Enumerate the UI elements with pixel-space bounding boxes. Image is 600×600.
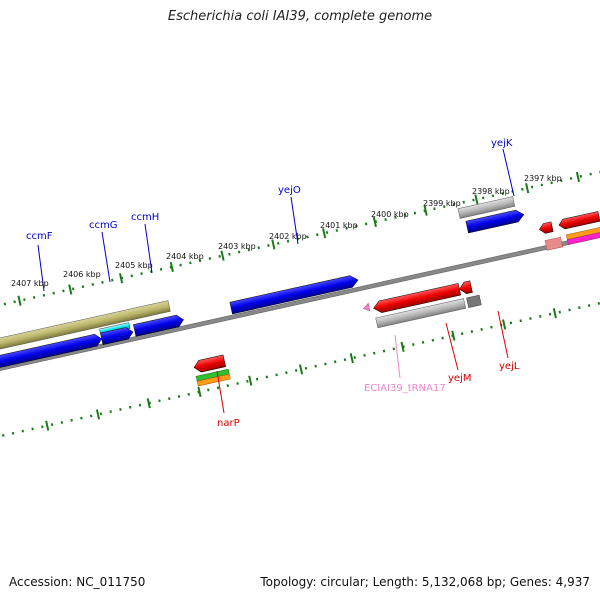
narp-gene[interactable] xyxy=(193,354,226,373)
yejk-gene[interactable] xyxy=(465,209,525,234)
gray-gene-bottom[interactable] xyxy=(375,298,467,329)
ruler-tick xyxy=(118,273,124,284)
accession-label: Accession: NC_011750 xyxy=(9,575,146,589)
olive-gene[interactable] xyxy=(0,300,171,353)
page-title: Escherichia coli IAI39, complete genome xyxy=(167,9,433,24)
right-red-gene-1[interactable] xyxy=(538,221,554,235)
gene-label-narp[interactable]: narP xyxy=(217,418,240,429)
gene-label-ccmg[interactable]: ccmG xyxy=(89,220,118,231)
ruler-tick xyxy=(248,375,253,386)
gene-label-ccmf[interactable]: ccmF xyxy=(26,231,53,242)
ruler-tick xyxy=(45,420,50,431)
ruler-tick xyxy=(372,216,377,228)
kbp-label: 2399 kbp xyxy=(423,199,461,208)
kbp-label: 2400 kbp xyxy=(371,210,409,219)
yejo-gene[interactable] xyxy=(229,274,360,315)
kbp-label: 2404 kbp xyxy=(166,252,204,261)
ruler-tick xyxy=(220,250,225,261)
gene-label-yejo[interactable]: yejO xyxy=(278,185,301,196)
ccmf-gene[interactable] xyxy=(0,333,103,370)
kbp-label: 2405 kbp xyxy=(115,261,153,270)
right-pink-feature[interactable] xyxy=(544,236,564,251)
topology-label: Topology: circular; Length: 5,132,068 bp… xyxy=(260,575,590,589)
inner-ruler-track xyxy=(0,235,600,498)
right-red-gene-2[interactable] xyxy=(558,211,600,230)
gray-gene-top[interactable] xyxy=(457,196,516,219)
ruler-tick xyxy=(525,183,530,194)
ruler-tick xyxy=(552,308,557,319)
ruler-tick xyxy=(17,295,22,306)
kbp-label: 2406 kbp xyxy=(63,270,101,279)
gene-label-yejl[interactable]: yejL xyxy=(499,361,520,372)
ruler-tick xyxy=(95,409,101,420)
ruler-tick xyxy=(575,171,581,183)
trna-feature[interactable] xyxy=(362,302,371,312)
ruler-tick xyxy=(502,319,507,330)
kbp-label: 2407 kbp xyxy=(11,279,49,288)
right-magenta-feature[interactable] xyxy=(566,230,600,245)
ccmg-gene[interactable] xyxy=(100,326,134,345)
kbp-label: 2397 kbp xyxy=(524,174,562,183)
ruler-tick xyxy=(271,239,276,250)
kbp-label: 2401 kbp xyxy=(320,221,358,230)
ruler-tick xyxy=(322,228,327,239)
ruler-tick xyxy=(197,386,202,398)
gene-label-trna[interactable]: ECIAI39_tRNA17 xyxy=(364,383,446,394)
ruler-tick xyxy=(169,261,174,273)
gene-label-yejm[interactable]: yejM xyxy=(448,373,471,384)
gene-label-yejk[interactable]: yejK xyxy=(491,138,513,149)
ruler-tick xyxy=(423,205,428,216)
ruler-ticks xyxy=(17,171,581,431)
kbp-label: 2402 kbp xyxy=(269,232,307,241)
gray-gene-bottom-small[interactable] xyxy=(466,294,482,308)
ruler-tick xyxy=(474,194,479,205)
orange-feature[interactable] xyxy=(196,373,231,387)
ruler-tick xyxy=(400,341,405,353)
yejl-gene[interactable] xyxy=(458,280,473,295)
genome-backbone xyxy=(0,169,600,435)
outer-ruler-track xyxy=(0,110,600,373)
ruler-tick xyxy=(349,353,354,364)
ruler-tick xyxy=(451,330,456,341)
gene-label-ccmh[interactable]: ccmH xyxy=(131,212,159,223)
kbp-label: 2398 kbp xyxy=(472,187,510,196)
ruler-tick xyxy=(68,284,73,295)
ccmh-gene[interactable] xyxy=(133,314,184,337)
kbp-label: 2403 kbp xyxy=(218,242,256,251)
ruler-tick xyxy=(298,364,304,375)
ruler-tick xyxy=(146,398,151,409)
